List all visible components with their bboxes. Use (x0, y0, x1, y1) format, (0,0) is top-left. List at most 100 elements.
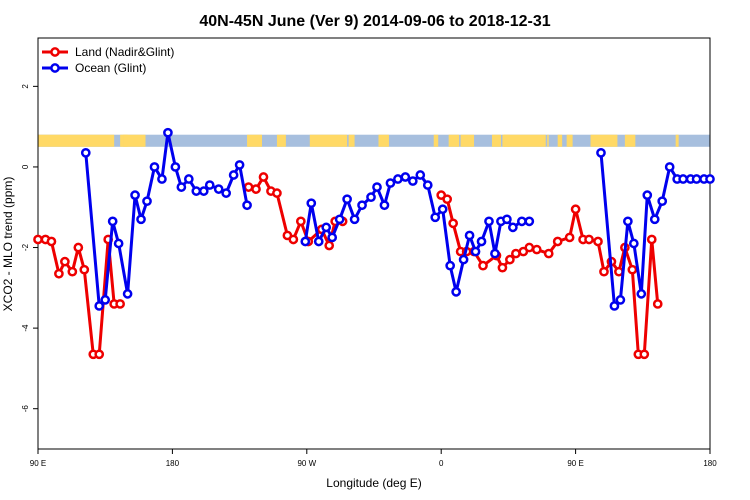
data-point (448, 218, 458, 229)
data-point (300, 236, 311, 247)
land-band-segment (120, 134, 124, 147)
land-band-segment (675, 134, 679, 147)
data-point (163, 127, 173, 138)
data-point (407, 176, 418, 186)
data-point (642, 190, 653, 200)
data-point (80, 147, 91, 158)
series-line (303, 173, 530, 294)
data-point (349, 214, 360, 225)
data-point (204, 180, 215, 190)
data-point (67, 266, 78, 277)
data-point (366, 192, 376, 203)
legend-marker (50, 63, 60, 73)
data-point (636, 289, 647, 299)
data-point (221, 188, 232, 198)
legend-label: Ocean (Glint) (75, 61, 146, 75)
data-point (213, 184, 224, 194)
data-point (442, 194, 453, 205)
data-point (342, 194, 352, 205)
x-tick-label: 180 (166, 459, 180, 468)
data-point (33, 234, 43, 245)
data-point (678, 174, 688, 184)
data-point (79, 264, 90, 275)
data-point (258, 172, 269, 182)
data-point (115, 299, 125, 309)
data-point (639, 349, 650, 360)
land-band-segment (378, 134, 389, 147)
data-point (288, 234, 299, 245)
land-band-segment (491, 134, 501, 147)
data-point (113, 238, 124, 249)
data-point (54, 268, 64, 279)
x-axis: 90 E 180 90 W 0 90 E 180 (30, 449, 717, 468)
data-point (628, 238, 639, 249)
land-band-segment (590, 134, 618, 147)
x-tick-label: 90 E (30, 459, 46, 468)
land-band-segment (460, 134, 475, 147)
data-point (60, 256, 70, 267)
data-point (198, 186, 209, 196)
data-point (415, 170, 426, 180)
data-point (107, 216, 118, 227)
data-point (564, 232, 575, 243)
data-point (400, 172, 411, 182)
y-tick-label: -4 (21, 324, 30, 332)
data-point (464, 230, 475, 241)
data-point (511, 248, 521, 259)
data-point (295, 216, 306, 227)
land-band-segment (38, 134, 115, 147)
data-point (627, 264, 638, 275)
x-tick-label: 90 E (567, 459, 583, 468)
data-point (593, 236, 603, 247)
data-point (705, 174, 715, 184)
data-point (552, 236, 563, 247)
y-axis: -6 -4 -2 0 2 (21, 84, 38, 412)
x-tick-label: 90 W (297, 459, 316, 468)
data-point (334, 214, 345, 225)
data-point (570, 204, 581, 215)
data-point (652, 299, 663, 309)
data-point (385, 178, 396, 188)
data-point (484, 216, 494, 227)
data-point (430, 212, 441, 223)
y-tick-label: 0 (21, 164, 30, 169)
data-point (183, 174, 194, 184)
data-point (242, 200, 252, 211)
data-point (251, 184, 261, 194)
y-tick-label: -2 (21, 243, 30, 251)
data-point (176, 182, 187, 192)
data-point (623, 216, 633, 227)
data-point (357, 200, 367, 211)
series-layer (33, 127, 715, 360)
data-point (191, 186, 202, 196)
legend-label: Land (Nadir&Glint) (75, 45, 174, 59)
data-point (524, 242, 535, 253)
data-point (393, 174, 403, 184)
data-point (170, 162, 181, 172)
data-point (157, 174, 167, 184)
land-band-segment (433, 134, 439, 147)
data-point (94, 301, 105, 311)
series-ocean (80, 127, 715, 311)
land-band-segment (309, 134, 348, 147)
data-point (646, 234, 657, 245)
data-point (657, 196, 668, 207)
data-point (130, 190, 140, 200)
data-point (502, 214, 512, 225)
x-tick-label: 180 (703, 459, 717, 468)
data-point (243, 182, 254, 192)
data-point (478, 260, 488, 271)
data-point (543, 248, 554, 259)
chart-title: 40N-45N June (Ver 9) 2014-09-06 to 2018-… (199, 13, 550, 30)
data-point (476, 236, 487, 247)
data-point (649, 214, 660, 225)
data-point (149, 162, 160, 172)
land-band-segment (566, 134, 573, 147)
data-point (422, 180, 433, 190)
x-tick-label: 0 (439, 459, 444, 468)
data-point (306, 198, 317, 209)
land-band-segment (503, 134, 546, 147)
data-point (372, 182, 382, 192)
data-point (490, 248, 500, 259)
